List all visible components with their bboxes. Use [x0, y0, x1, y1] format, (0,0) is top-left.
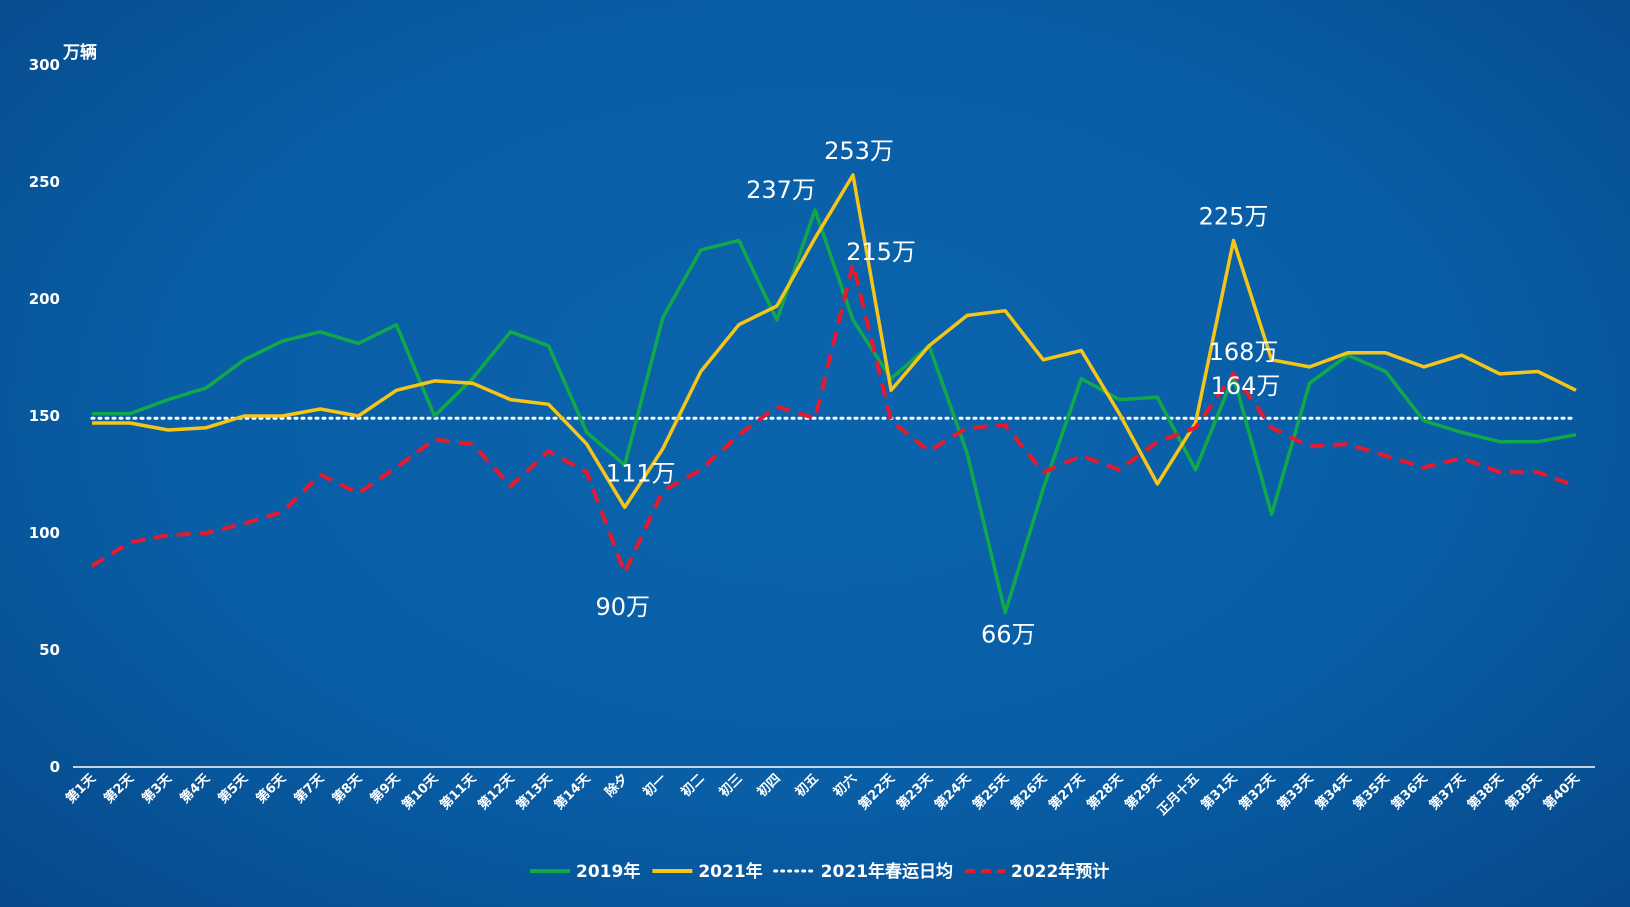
x-tick-label: 初五	[792, 771, 822, 801]
x-tick-label: 第37天	[1426, 770, 1469, 813]
data-label: 111万	[606, 459, 676, 487]
x-tick-label: 初六	[830, 771, 860, 801]
x-tick-label: 第6天	[253, 770, 290, 807]
x-tick-label: 第39天	[1502, 770, 1545, 813]
x-tick-label: 第24天	[932, 770, 975, 813]
legend-label-2: 2021年春运日均	[821, 861, 953, 882]
x-tick-label: 第5天	[215, 770, 252, 807]
data-label: 215万	[846, 238, 916, 266]
x-tick-label: 第10天	[399, 770, 442, 813]
y-tick-label: 300	[29, 56, 60, 74]
legend-label-3: 2022年预计	[1011, 861, 1109, 882]
y-tick-label: 50	[39, 641, 60, 659]
y-tick-label: 250	[29, 173, 60, 191]
x-tick-label: 第32天	[1236, 770, 1279, 813]
y-tick-label: 0	[50, 758, 60, 776]
x-tick-label: 第38天	[1464, 770, 1507, 813]
x-tick-label: 第1天	[63, 770, 100, 807]
x-tick-label: 第22天	[855, 770, 898, 813]
x-axis: 第1天 第2天 第3天 第4天 第5天 第6天 第7天 第8天 第9天第10天第11天第12天第…	[63, 766, 1595, 819]
x-tick-label: 第34天	[1312, 770, 1355, 813]
data-label: 253万	[824, 137, 894, 165]
y-tick-label: 150	[29, 407, 60, 425]
y-tick-label: 100	[29, 524, 60, 542]
x-tick-label: 第35天	[1350, 770, 1393, 813]
series-layer	[90, 173, 1578, 615]
x-tick-label: 初四	[754, 771, 784, 801]
y-tick-label: 200	[29, 290, 60, 308]
x-tick-label: 第11天	[437, 770, 480, 813]
x-tick-label: 第9天	[367, 770, 404, 807]
data-label: 164万	[1211, 372, 1281, 400]
annotation-layer: 253万 237万 215万 225万 168万 164万 111万 90万 66万	[595, 137, 1280, 649]
data-label: 225万	[1199, 203, 1269, 231]
x-tick-label: 第40天	[1540, 770, 1583, 813]
x-tick-label: 初三	[716, 771, 746, 801]
x-tick-label: 第33天	[1274, 770, 1317, 813]
x-tick-label: 第12天	[475, 770, 518, 813]
legend-label-0: 2019年	[576, 861, 640, 882]
series-line-3	[90, 261, 1577, 575]
y-axis-unit-label: 万辆	[62, 42, 97, 63]
x-tick-label: 第3天	[139, 770, 176, 807]
x-tick-label: 第36天	[1388, 770, 1431, 813]
y-axis: 0 50 100 150 200 250 300	[29, 56, 60, 776]
data-label: 168万	[1209, 338, 1279, 366]
x-tick-label: 第4天	[177, 770, 214, 807]
data-label: 90万	[595, 593, 650, 621]
x-tick-label: 第13天	[513, 770, 556, 813]
legend-label-1: 2021年	[698, 861, 762, 882]
x-tick-label: 初一	[640, 771, 670, 801]
x-tick-label: 第26天	[1008, 770, 1051, 813]
x-tick-label: 第28天	[1084, 770, 1127, 813]
series-line-1	[92, 173, 1577, 510]
x-tick-label: 第23天	[893, 770, 936, 813]
data-label: 237万	[746, 176, 816, 204]
x-tick-label: 第14天	[551, 770, 594, 813]
x-tick-label: 第8天	[329, 770, 366, 807]
x-tick-label: 第7天	[291, 770, 328, 807]
x-tick-label: 第31天	[1198, 770, 1241, 813]
x-tick-label: 除夕	[602, 771, 632, 801]
x-tick-label: 初二	[678, 771, 708, 801]
legend: 2019年 2021年 2021年春运日均 2022年预计	[530, 861, 1109, 882]
x-tick-label: 第27天	[1046, 770, 1089, 813]
x-tick-label: 第2天	[101, 770, 138, 807]
x-tick-label: 正月十五	[1154, 771, 1202, 819]
x-tick-label: 第25天	[970, 770, 1013, 813]
series-line-0	[92, 208, 1577, 615]
data-label: 66万	[981, 621, 1036, 649]
